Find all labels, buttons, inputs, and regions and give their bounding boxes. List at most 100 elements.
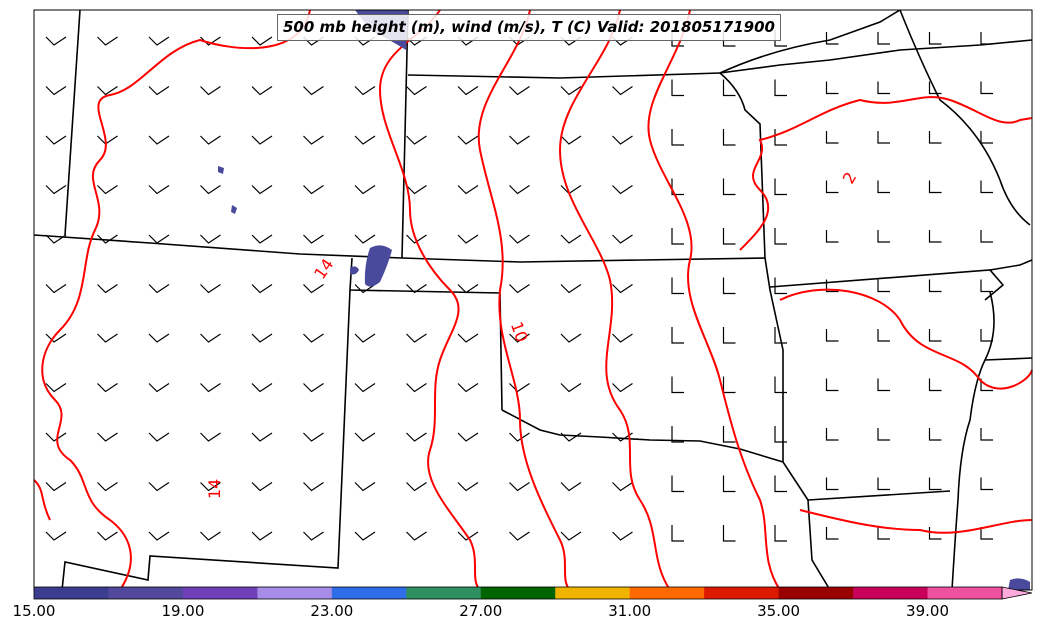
wind-barb: [97, 185, 118, 195]
wind-barb: [722, 525, 736, 542]
wind-barb: [612, 234, 633, 244]
wind-barb: [774, 376, 787, 394]
wind-barb: [509, 135, 530, 145]
wind-barb: [354, 234, 376, 244]
wind-barb: [303, 482, 324, 492]
wind-barb: [354, 383, 376, 393]
colorbar-tick-label: 27.00: [459, 602, 503, 620]
wind-barb: [612, 284, 633, 294]
wind-barb: [200, 185, 221, 195]
wind-barb: [148, 333, 170, 343]
wind-barb: [509, 482, 530, 492]
wind-barb: [457, 383, 479, 393]
contour-labels: 14 14 10 2: [205, 169, 860, 499]
colorbar-tick-label: 35.00: [757, 602, 801, 620]
colorbar-frame: [33, 586, 1003, 600]
wind-barb: [825, 131, 839, 144]
wind-barb: [303, 185, 324, 195]
wind-barb: [774, 228, 787, 245]
wind-barb: [722, 79, 736, 97]
wind-barb: [928, 279, 942, 293]
colorbar-segment: [108, 587, 184, 599]
wind-barb: [406, 383, 427, 393]
wind-barb: [200, 284, 221, 294]
wind-barb: [980, 230, 993, 243]
wind-barb: [45, 185, 67, 195]
wind-barb: [980, 32, 993, 45]
wind-barb: [354, 432, 376, 442]
colorbar-segment: [704, 587, 780, 599]
wind-barb: [509, 185, 530, 195]
wind-barb: [928, 131, 942, 144]
wind-barb: [97, 234, 118, 244]
wind-barb: [774, 475, 787, 493]
wind-barb: [148, 135, 170, 145]
wind-barb: [97, 531, 118, 541]
wind-barb: [612, 185, 633, 195]
wind-barb: [406, 531, 427, 541]
wind-barb: [877, 378, 890, 392]
wind-barb: [774, 525, 787, 542]
wind-barb: [45, 482, 67, 492]
wind-barb: [406, 333, 427, 343]
wind-barb: [148, 383, 170, 393]
wind-barb: [457, 432, 479, 442]
colorbar-tick-label: 39.00: [906, 602, 950, 620]
wind-barb: [45, 333, 67, 343]
temperature-contours: [33, 9, 1033, 591]
wind-barb: [200, 432, 221, 442]
wind-barb: [928, 230, 942, 243]
wind-barb: [612, 531, 633, 541]
wind-barb: [560, 234, 582, 244]
wind-barb: [722, 475, 736, 493]
colorbar-tick-label: 15.00: [12, 602, 56, 620]
wind-barb: [825, 428, 839, 441]
wind-barb: [200, 383, 221, 393]
wind-barb: [877, 32, 890, 45]
wind-barb: [457, 135, 479, 145]
wind-barb: [97, 135, 118, 145]
wind-barb: [148, 432, 170, 442]
wind-barb: [97, 284, 118, 294]
wind-barb: [671, 178, 684, 196]
wind-barb: [980, 527, 993, 540]
contour-label-14-north: 14: [310, 255, 337, 283]
wind-barb: [877, 230, 890, 243]
wind-barb: [509, 234, 530, 244]
wind-barb: [980, 279, 993, 293]
wind-barb: [825, 279, 839, 293]
wind-barb: [457, 185, 479, 195]
wind-barb: [251, 185, 273, 195]
wind-barb: [406, 482, 427, 492]
wind-barb: [722, 228, 736, 245]
map-frame: [33, 9, 1033, 591]
wind-barb: [303, 284, 324, 294]
wind-barb: [251, 234, 273, 244]
wind-barb: [928, 477, 942, 491]
wind-barb: [877, 329, 890, 342]
wind-barb: [457, 284, 479, 294]
wind-barb: [877, 477, 890, 491]
colorbar-tick-label: 19.00: [161, 602, 205, 620]
wind-barb: [560, 482, 582, 492]
wind-barb: [45, 86, 67, 96]
wind-barb: [303, 432, 324, 442]
colorbar-segment: [853, 587, 929, 599]
wind-barb: [722, 376, 736, 394]
wind-barb: [825, 180, 839, 194]
wind-barb: [457, 531, 479, 541]
wind-barb: [97, 86, 118, 96]
wind-barb: [877, 131, 890, 144]
wind-barb: [722, 327, 736, 344]
colorbar-segment: [480, 587, 556, 599]
colorbar-segment: [257, 587, 333, 599]
wind-barb: [148, 185, 170, 195]
colorbar-segment: [629, 587, 705, 599]
wind-barb: [45, 36, 67, 46]
wind-barb: [406, 135, 427, 145]
wind-barb: [45, 135, 67, 145]
wind-barb: [612, 383, 633, 393]
wind-barb: [303, 531, 324, 541]
colorbar-tick-label: 31.00: [608, 602, 652, 620]
